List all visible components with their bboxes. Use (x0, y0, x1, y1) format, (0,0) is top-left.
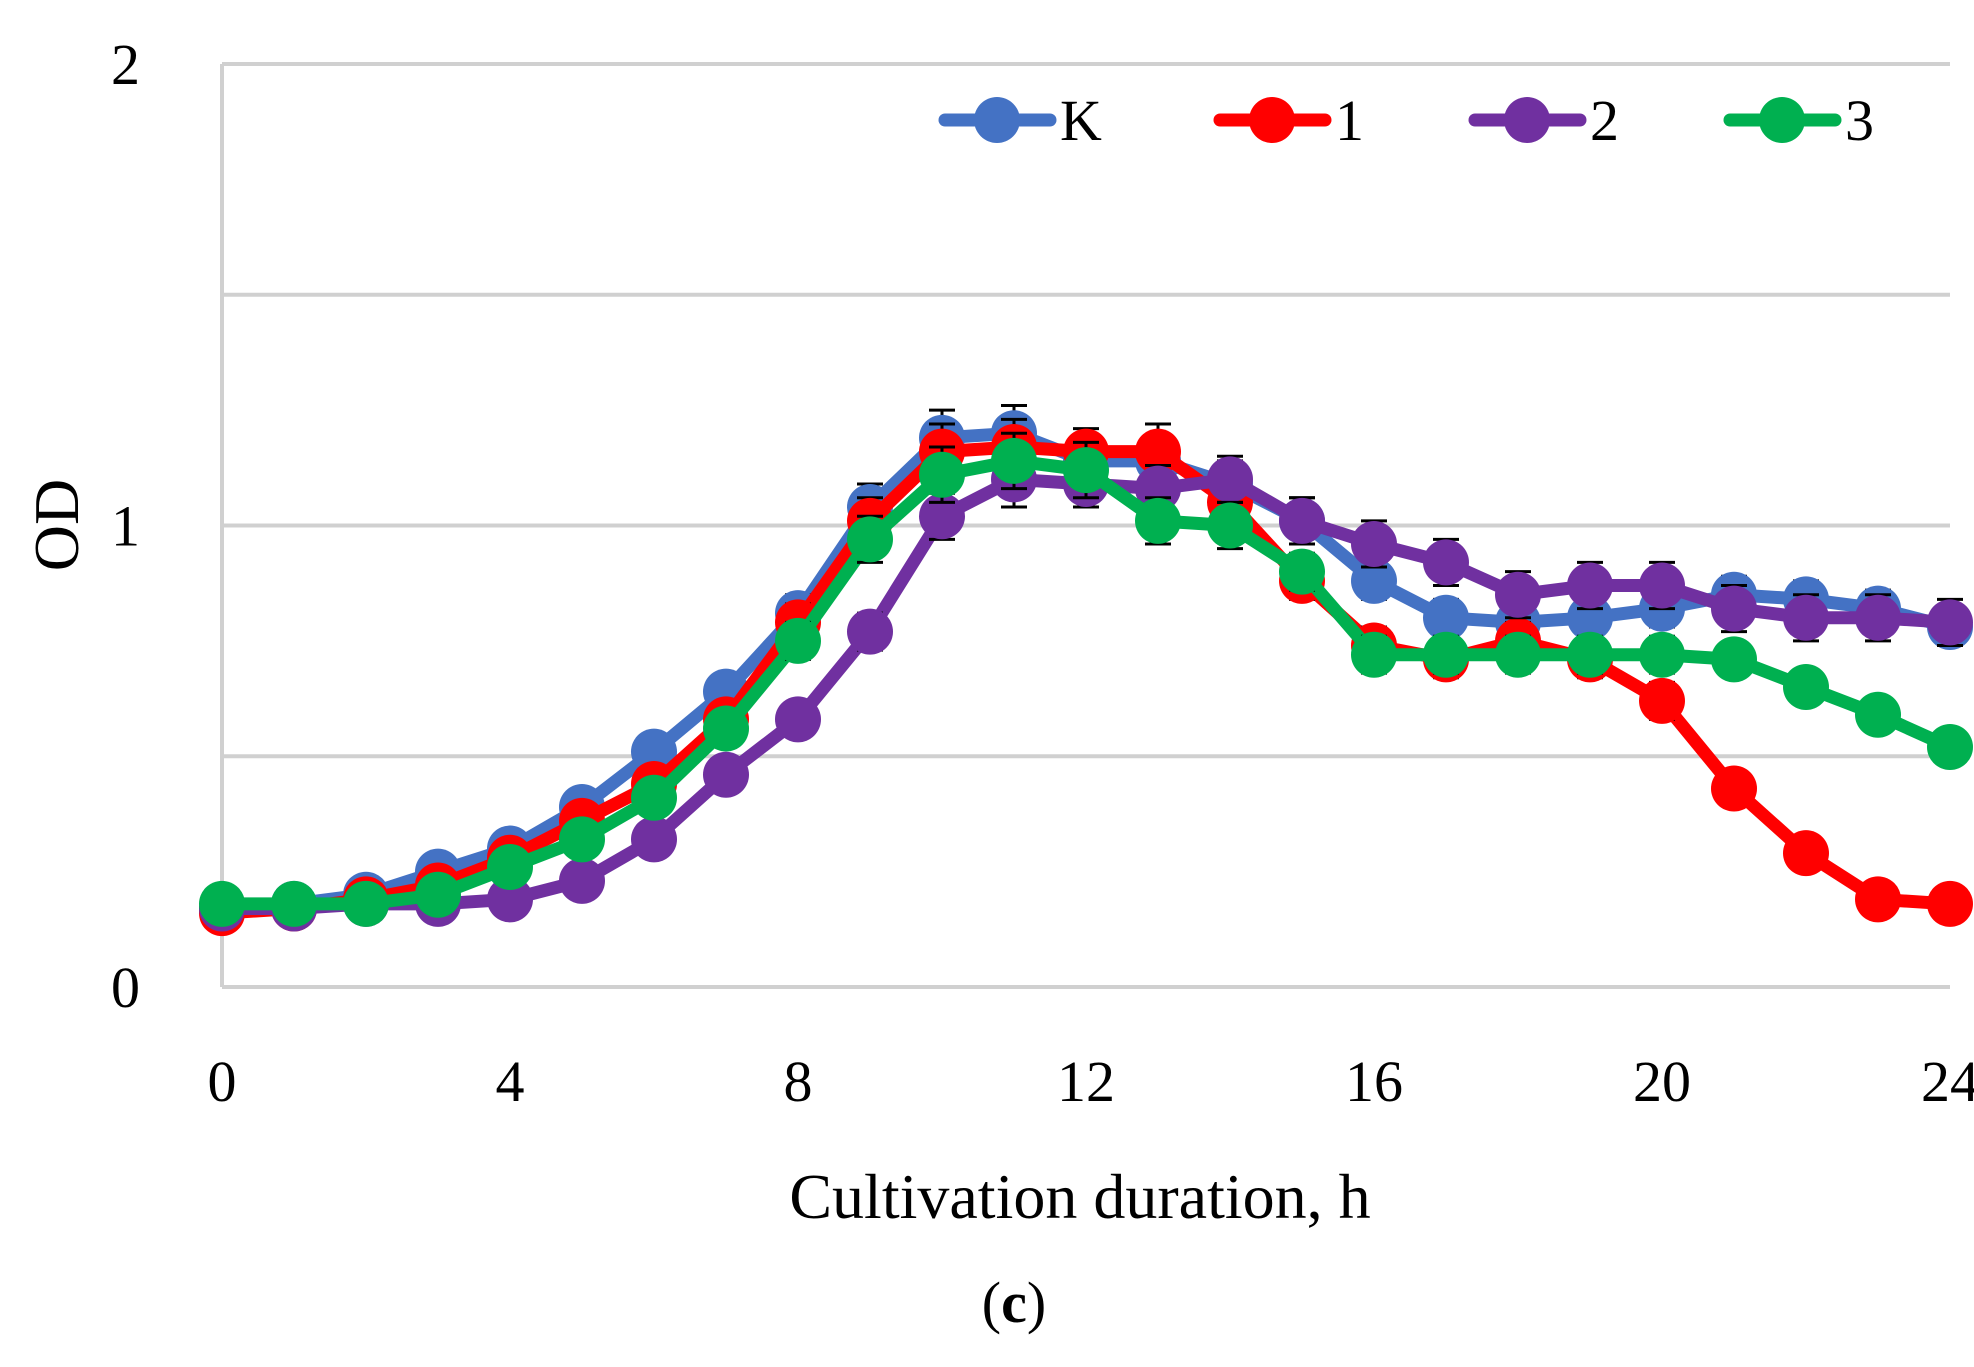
legend: K 1 2 3 (938, 88, 1874, 153)
data-point (631, 728, 677, 775)
data-point (1063, 447, 1109, 494)
data-point (271, 880, 317, 927)
grid-layer (222, 62, 1950, 989)
data-point (1783, 594, 1829, 641)
x-tick-label: 12 (1057, 1049, 1115, 1114)
legend-marker-2 (1504, 97, 1550, 143)
data-point (919, 451, 965, 498)
data-point (1567, 594, 1613, 641)
x-tick-label: 8 (784, 1049, 813, 1114)
data-point (1423, 631, 1469, 678)
data-point (487, 844, 533, 891)
data-point (343, 880, 389, 927)
data-point (1279, 548, 1325, 595)
series-line-1 (215, 440, 1957, 920)
data-point (1423, 539, 1469, 586)
legend-item-K: K (938, 88, 1102, 153)
legend-label-3: 3 (1845, 88, 1874, 153)
data-point (775, 696, 821, 743)
data-point (1567, 631, 1613, 678)
series-layer (199, 404, 1973, 937)
caption-close-paren: ) (1027, 1270, 1046, 1335)
data-point (1495, 571, 1541, 618)
markers-3 (199, 437, 1973, 927)
y-tick-label: 1 (111, 494, 140, 559)
data-point (1855, 876, 1901, 923)
legend-item-2: 2 (1468, 88, 1619, 153)
data-point (415, 871, 461, 918)
data-point (1351, 631, 1397, 678)
legend-marker-1 (1249, 97, 1295, 143)
data-point (1135, 428, 1181, 475)
data-point (1927, 599, 1973, 646)
x-tick-label: 16 (1345, 1049, 1403, 1114)
data-point (1639, 631, 1685, 678)
data-point (1855, 594, 1901, 641)
data-point (1711, 585, 1757, 632)
legend-label-K: K (1060, 88, 1102, 153)
y-tick-label: 0 (111, 955, 140, 1020)
data-point (1783, 664, 1829, 711)
data-point (559, 857, 605, 904)
caption-letter: c (1001, 1270, 1027, 1335)
data-point (1135, 465, 1181, 512)
data-point (703, 705, 749, 752)
data-point (1351, 557, 1397, 604)
data-point (1783, 830, 1829, 877)
legend-marker-K (974, 97, 1020, 143)
data-point (1639, 562, 1685, 609)
legend-item-1: 1 (1213, 88, 1364, 153)
data-point (847, 608, 893, 655)
x-tick-labels: 0 4 8 12 16 20 24 (208, 1049, 1974, 1114)
data-point (919, 493, 965, 540)
y-tick-labels: 0 1 2 (111, 32, 140, 1020)
data-point (991, 437, 1037, 484)
x-tick-label: 4 (496, 1049, 525, 1114)
data-point (775, 617, 821, 664)
series-line-2 (215, 472, 1957, 916)
data-point (1135, 497, 1181, 544)
data-point (1351, 520, 1397, 567)
data-point (1927, 724, 1973, 771)
markers-2 (199, 456, 1973, 932)
y-tick-label: 2 (111, 32, 140, 97)
x-tick-label: 0 (208, 1049, 237, 1114)
data-point (1855, 691, 1901, 738)
figure-caption: (c) (982, 1270, 1046, 1335)
legend-label-2: 2 (1590, 88, 1619, 153)
data-point (1495, 631, 1541, 678)
data-point (631, 774, 677, 821)
data-point (1423, 594, 1469, 641)
data-point (1711, 765, 1757, 812)
data-point (1567, 562, 1613, 609)
y-axis-label: OD (21, 479, 92, 571)
data-point (703, 751, 749, 798)
data-point (1711, 636, 1757, 683)
legend-label-1: 1 (1335, 88, 1364, 153)
series-3 (199, 431, 1973, 927)
data-point (199, 880, 245, 927)
data-point (847, 516, 893, 563)
x-tick-label: 24 (1921, 1049, 1974, 1114)
data-point (559, 816, 605, 863)
caption-open-paren: ( (982, 1270, 1001, 1335)
data-point (1927, 880, 1973, 927)
data-point (1207, 502, 1253, 549)
data-point (1279, 497, 1325, 544)
data-point (1639, 677, 1685, 724)
legend-item-3: 3 (1723, 88, 1874, 153)
data-point (487, 876, 533, 923)
x-tick-label: 20 (1633, 1049, 1691, 1114)
data-point (631, 816, 677, 863)
legend-marker-3 (1759, 97, 1805, 143)
data-point (1207, 456, 1253, 503)
x-axis-label: Cultivation duration, h (789, 1161, 1370, 1232)
